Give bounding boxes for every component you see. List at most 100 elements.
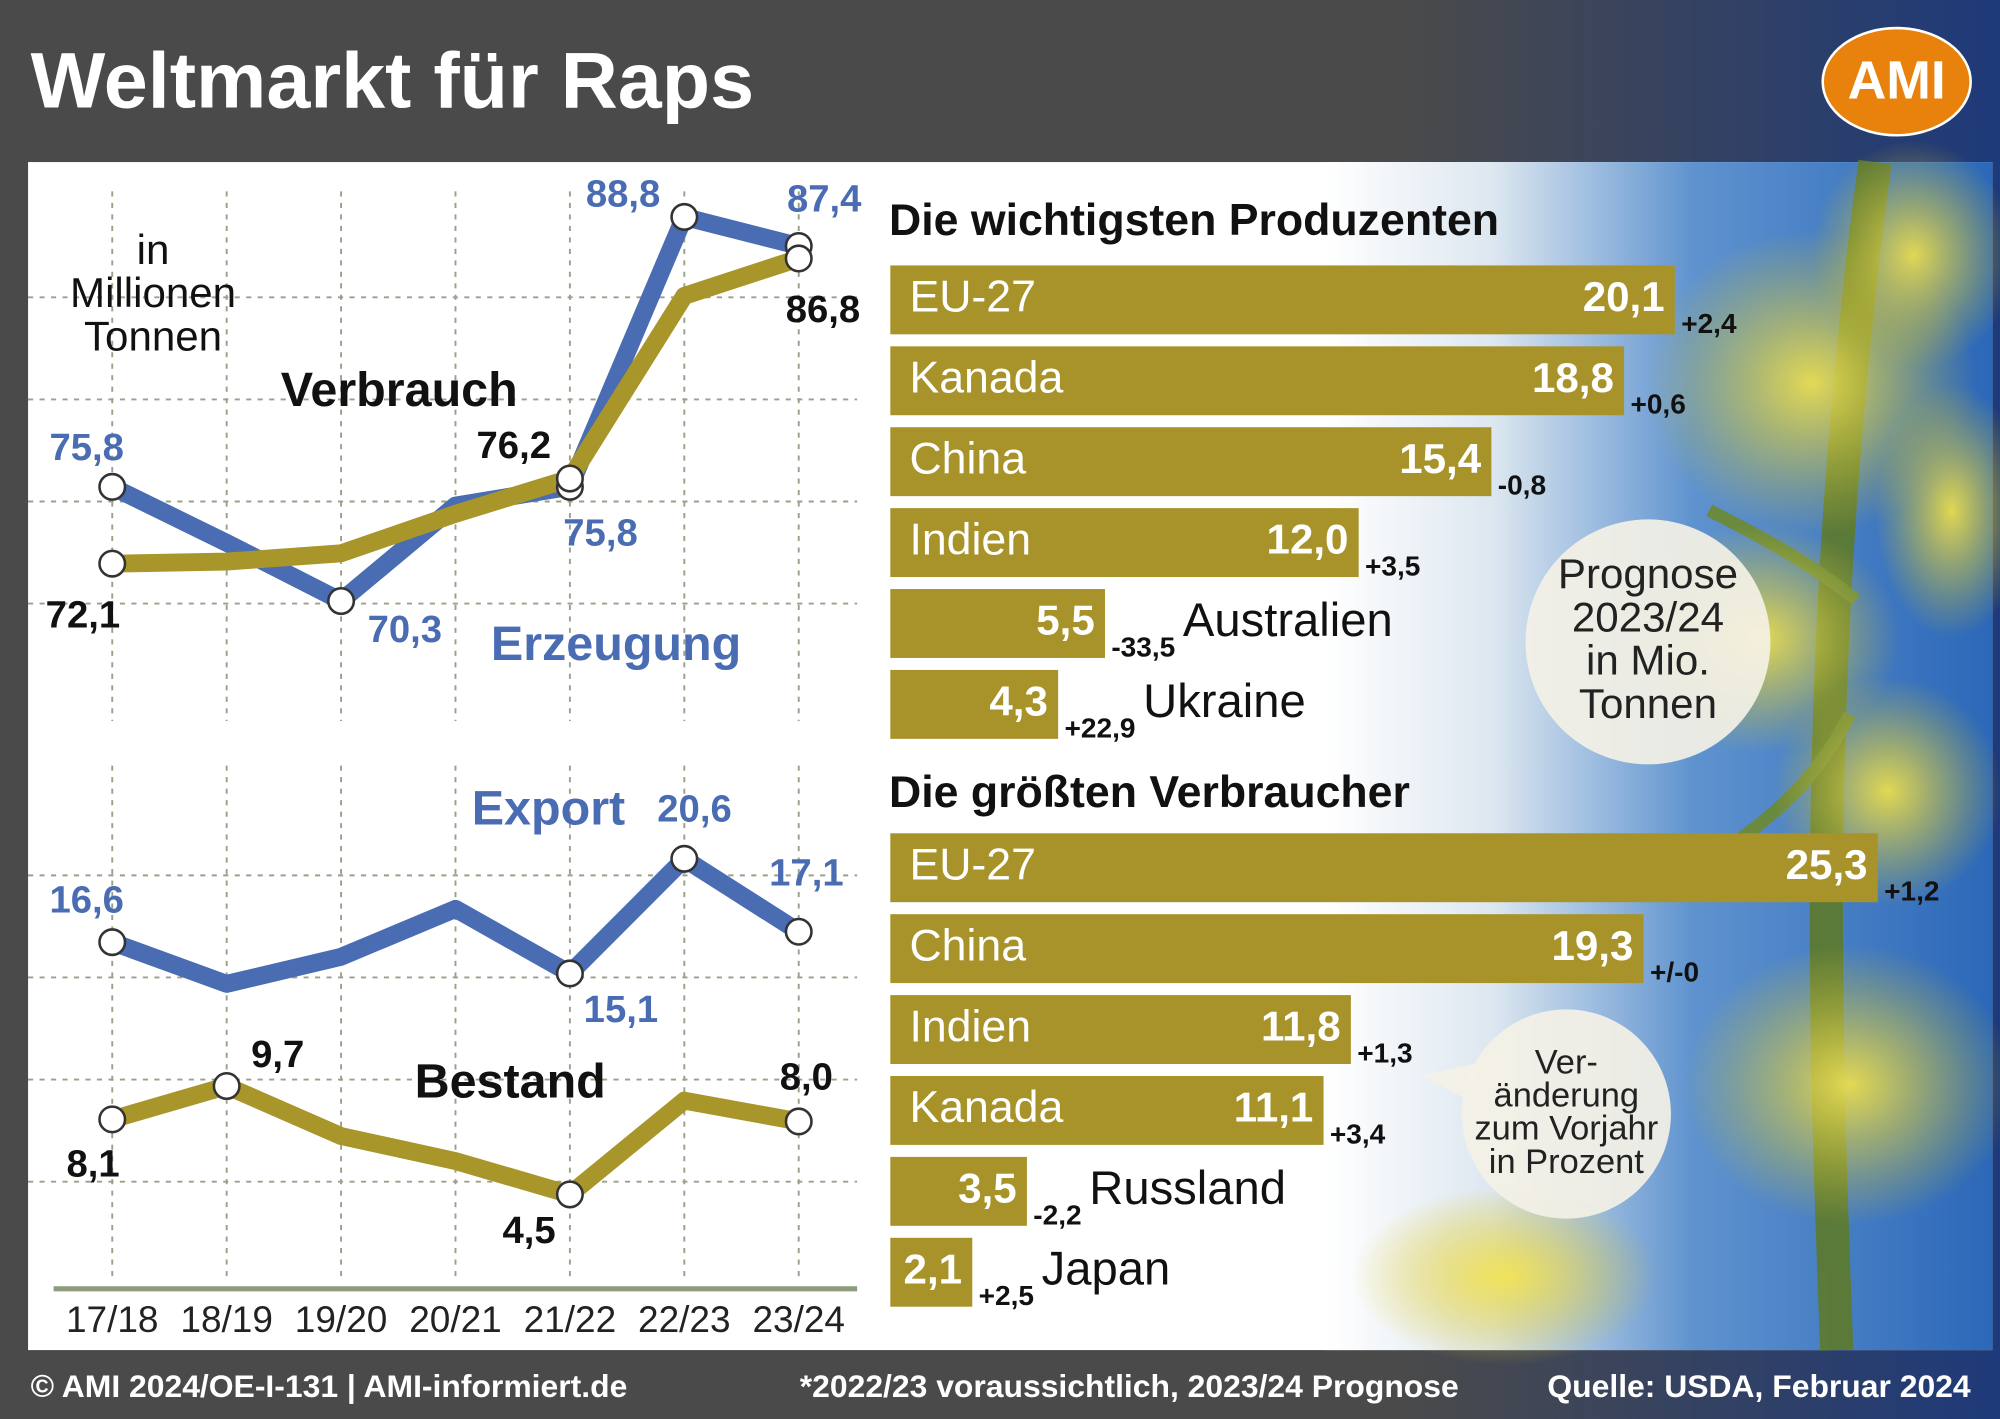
bar (890, 1237, 973, 1307)
bar-category-label: Indien (909, 1002, 1031, 1051)
point-marker (784, 917, 813, 946)
data-label: 8,1 (67, 1143, 120, 1186)
bar-category-label: China (909, 434, 1026, 483)
data-label: 15,1 (584, 988, 658, 1031)
data-label: 75,8 (563, 511, 637, 554)
change-label: +22,9 (1065, 712, 1136, 743)
logo (1821, 26, 1972, 137)
series-name: Bestand (415, 1054, 606, 1108)
point-marker (327, 586, 356, 616)
vertical-grid (111, 191, 800, 1283)
bar (890, 427, 1492, 497)
point-marker (98, 928, 127, 957)
x-tick-label: 20/21 (409, 1299, 502, 1340)
change-label: +2,5 (979, 1280, 1034, 1311)
point-marker (784, 244, 813, 273)
x-tick-label: 21/22 (524, 1299, 617, 1340)
note-text: Tonnen (1579, 680, 1717, 727)
bar-category-label: Kanada (909, 354, 1063, 403)
bar-category-label: China (909, 921, 1026, 970)
bar (890, 346, 1625, 416)
point-marker (98, 1105, 127, 1134)
point-marker (555, 464, 584, 493)
x-tick-label: 19/20 (295, 1299, 388, 1340)
change-label: -0,8 (1498, 470, 1546, 501)
data-label: 70,3 (368, 608, 442, 651)
note-bubble (1461, 1009, 1671, 1219)
data-label: 76,2 (477, 424, 551, 467)
note-text: in Mio. (1586, 637, 1710, 684)
point-marker (555, 959, 584, 988)
series-line (103, 249, 808, 573)
change-label: +0,6 (1630, 389, 1685, 420)
note-text: 2023/24 (1572, 593, 1724, 640)
point-marker (98, 549, 127, 578)
change-label: +3,4 (1330, 1118, 1386, 1149)
bar-chart-title: Die wichtigsten Produzenten (889, 196, 1499, 245)
point-marker (784, 1107, 813, 1136)
bar-value-label: 11,8 (1261, 1003, 1341, 1050)
bar (890, 995, 1351, 1064)
change-label: -2,2 (1033, 1199, 1081, 1230)
change-label: +1,3 (1357, 1037, 1412, 1068)
bar-value-label: 15,4 (1399, 435, 1481, 482)
point-marker (555, 1180, 584, 1209)
point-marker (670, 202, 699, 231)
x-tick-label: 17/18 (66, 1299, 159, 1340)
title: Weltmarkt für Raps (31, 36, 754, 125)
data-label: 20,6 (657, 788, 731, 831)
bar (890, 914, 1644, 984)
bar (890, 833, 1878, 903)
grid (28, 296, 858, 1183)
flower (1811, 140, 2000, 371)
footer-note: *2022/23 voraussichtlich, 2023/24 Progno… (800, 1368, 1459, 1404)
change-label: +2,4 (1681, 308, 1737, 339)
unit-label: Tonnen (84, 313, 222, 360)
note-text: in Prozent (1489, 1143, 1644, 1181)
note-bubble (1525, 519, 1771, 765)
bar (890, 669, 1059, 739)
change-label: +1,2 (1884, 876, 1939, 907)
flower (1352, 1186, 1659, 1366)
bar-value-label: 12,0 (1267, 516, 1349, 563)
data-label: 75,8 (50, 426, 124, 469)
series-name: Export (472, 781, 625, 835)
bar-value-label: 5,5 (1036, 597, 1095, 644)
note-text: Ver- (1535, 1043, 1598, 1081)
bar-category-label: EU-27 (909, 273, 1036, 322)
footer-copyright: © AMI 2024/OE-I-131 | AMI-informiert.de (31, 1368, 628, 1404)
point-marker (212, 1071, 241, 1101)
data-label: 9,7 (251, 1033, 304, 1076)
bar-value-label: 19,3 (1551, 922, 1633, 969)
bar-category-label: Australien (1183, 594, 1393, 647)
bar-category-label: Ukraine (1143, 675, 1306, 728)
bar-value-label: 4,3 (989, 678, 1048, 725)
bar-category-label: EU-27 (909, 841, 1036, 890)
point-marker (98, 472, 127, 501)
bar (890, 1075, 1324, 1145)
point-marker (670, 844, 699, 873)
data-label: 86,8 (786, 288, 860, 331)
data-label: 87,4 (787, 177, 862, 220)
footer-source: Quelle: USDA, Februar 2024 (1547, 1368, 1971, 1404)
data-label: 72,1 (46, 593, 120, 636)
line-charts: 17/18 18/19 19/20 20/21 21/22 22/23 23/24 75,8 7… (46, 173, 863, 1340)
logo-text: AMI (1848, 50, 1946, 110)
bar-category-label: Indien (909, 515, 1031, 564)
unit-label: Millionen (70, 269, 236, 316)
flower (1875, 382, 2000, 639)
unit-label: in (137, 226, 170, 273)
x-tick-label: 18/19 (180, 1299, 273, 1340)
bar-value-label: 3,5 (958, 1164, 1017, 1211)
bar (890, 589, 1105, 658)
series-name: Verbrauch (281, 363, 518, 417)
change-label: -33,5 (1111, 631, 1175, 662)
data-label: 88,8 (586, 173, 660, 216)
bar-value-label: 11,1 (1234, 1084, 1314, 1131)
data-label: 17,1 (769, 852, 843, 895)
bar-value-label: 2,1 (904, 1245, 963, 1292)
change-label: +3,5 (1365, 551, 1420, 582)
bar (890, 508, 1359, 578)
x-tick-label: 23/24 (752, 1299, 845, 1340)
